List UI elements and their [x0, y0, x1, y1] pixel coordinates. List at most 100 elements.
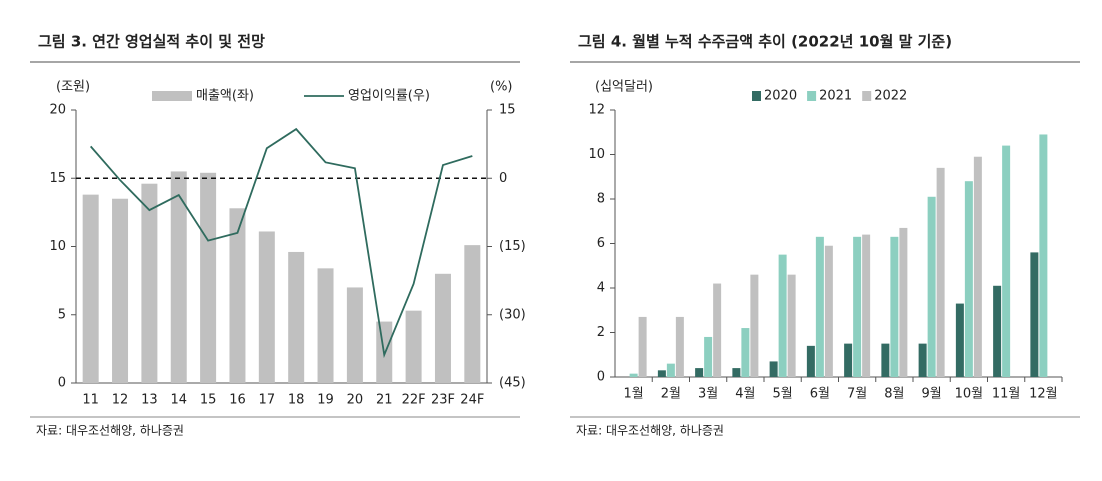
chart-title: 그림 3. 연간 영업실적 추이 및 전망 [38, 33, 265, 51]
bar [844, 343, 853, 377]
bar [638, 316, 647, 377]
x-tick-label: 11 [82, 393, 99, 408]
bar [815, 236, 824, 377]
x-tick-label: 13 [141, 393, 158, 408]
y-axis-label: (조원) [56, 80, 90, 95]
x-tick-label: 10월 [955, 387, 984, 402]
bar [918, 343, 927, 377]
bar [629, 373, 638, 377]
bar [704, 336, 713, 377]
y-tick-label: 0 [58, 376, 66, 391]
bar [853, 236, 862, 377]
bar [993, 285, 1002, 377]
y-tick-label: 15 [49, 171, 66, 186]
bar [112, 198, 129, 383]
x-tick-label: 21 [376, 393, 393, 408]
y-tick-label: 10 [588, 147, 605, 162]
y2-tick-label: (45) [499, 376, 526, 391]
bar [657, 370, 666, 377]
y-tick-label: 0 [597, 370, 605, 385]
x-tick-label: 23F [431, 393, 455, 408]
bar [778, 254, 787, 377]
x-tick-label: 20 [347, 393, 364, 408]
bar [890, 236, 899, 377]
x-tick-label: 14 [170, 393, 187, 408]
bar [695, 368, 704, 377]
bar [732, 368, 741, 377]
bar [229, 208, 246, 383]
x-tick-label: 8월 [884, 387, 904, 402]
source: 자료: 대우조선해양, 하나증권 [36, 424, 184, 438]
bar [936, 167, 945, 377]
bar [927, 196, 936, 377]
bar [666, 363, 675, 377]
chart-title: 그림 4. 월별 누적 수주금액 추이 (2022년 10월 말 기준) [578, 33, 952, 51]
y2-axis-label: (%) [490, 80, 513, 95]
x-tick-label: 11월 [992, 387, 1021, 402]
y2-tick-label: (30) [499, 307, 526, 322]
x-tick-label: 1월 [624, 387, 644, 402]
x-tick-label: 12 [112, 393, 129, 408]
bar [200, 172, 217, 383]
source: 자료: 대우조선해양, 하나증권 [576, 424, 724, 438]
bar [1039, 134, 1048, 377]
legend-label: 2020 [764, 89, 797, 104]
bar [258, 231, 275, 383]
legend-swatch [862, 91, 872, 101]
bar [881, 343, 890, 377]
bar [434, 273, 451, 383]
y-tick-label: 2 [597, 325, 605, 340]
x-tick-label: 4월 [735, 387, 755, 402]
x-tick-label: 19 [317, 393, 334, 408]
y-tick-label: 5 [58, 307, 66, 322]
x-tick-label: 24F [460, 393, 484, 408]
bar [288, 251, 305, 383]
x-tick-label: 18 [288, 393, 305, 408]
y2-tick-label: (15) [499, 239, 526, 254]
y2-tick-label: 15 [499, 103, 516, 118]
bar [713, 283, 722, 377]
x-tick-label: 15 [200, 393, 217, 408]
legend-swatch [752, 91, 761, 101]
y2-tick-label: 0 [499, 171, 507, 186]
bar [806, 345, 815, 377]
bar [955, 303, 964, 377]
y-tick-label: 6 [597, 236, 605, 251]
bar [1030, 252, 1039, 377]
bar [1002, 145, 1011, 377]
x-tick-label: 2월 [661, 387, 681, 402]
legend-label: 2022 [874, 89, 907, 104]
bar [862, 234, 871, 377]
x-tick-label: 9월 [922, 387, 942, 402]
x-tick-label: 16 [229, 393, 246, 408]
bar [141, 183, 158, 383]
x-tick-label: 7월 [847, 387, 867, 402]
y-tick-label: 10 [49, 239, 66, 254]
bar [973, 156, 982, 377]
bar [741, 328, 750, 377]
y-tick-label: 20 [49, 103, 66, 118]
bar [824, 245, 833, 377]
y-axis-label: (십억달러) [595, 80, 653, 95]
legend-label: 2021 [819, 89, 852, 104]
bar [899, 227, 908, 377]
bar [82, 194, 99, 383]
bar [317, 268, 334, 383]
bar [346, 287, 363, 383]
x-tick-label: 3월 [698, 387, 718, 402]
x-tick-label: 6월 [810, 387, 830, 402]
bar [769, 361, 778, 377]
bar [464, 245, 481, 383]
bar [964, 181, 973, 377]
line [90, 127, 473, 359]
legend-label: 영업이익률(우) [348, 89, 430, 104]
legend-swatch [152, 91, 192, 101]
y-tick-label: 12 [588, 103, 605, 118]
bar [675, 316, 684, 377]
x-tick-label: 12월 [1029, 387, 1058, 402]
legend-swatch [807, 91, 817, 101]
x-tick-label: 5월 [773, 387, 793, 402]
bar [750, 274, 759, 377]
